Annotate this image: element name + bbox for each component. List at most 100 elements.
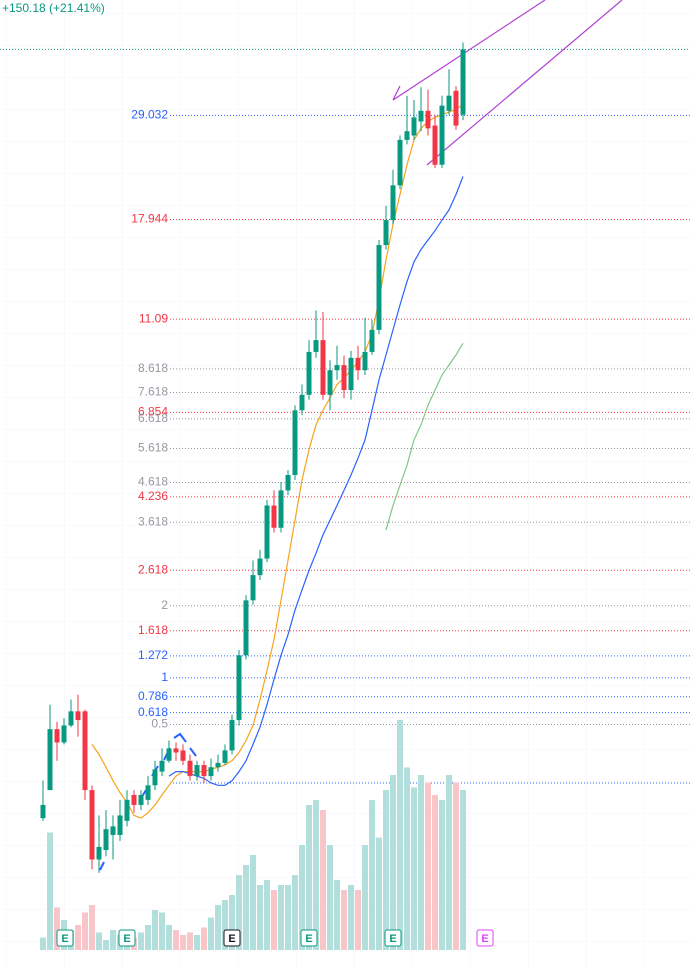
candle-body: [187, 760, 193, 777]
candle-body: [208, 767, 214, 777]
candle-body: [390, 185, 396, 221]
candle-body: [61, 725, 67, 743]
volume-bar: [362, 845, 368, 950]
candle-body: [446, 95, 452, 111]
candle-body: [369, 329, 375, 352]
candle-body: [292, 410, 298, 476]
event-box: [476, 929, 494, 947]
volume-bar: [40, 937, 46, 950]
volume-bar: [348, 885, 354, 950]
event-box: [223, 929, 241, 947]
event-label: E: [389, 933, 396, 945]
fib-label: 1.272: [138, 648, 168, 662]
candle-body: [306, 351, 312, 395]
fib-label: 11.09: [139, 311, 168, 325]
candle-layer: [40, 42, 466, 873]
candle-body: [75, 711, 81, 721]
candle-body: [40, 804, 46, 819]
volume-bar: [215, 905, 221, 950]
candle-body: [47, 729, 53, 791]
volume-bar: [222, 900, 228, 950]
ma-layer: [91, 103, 464, 819]
volume-bar: [453, 782, 459, 950]
volume-bar: [138, 932, 144, 950]
volume-bar: [418, 775, 424, 950]
fib-label: 1.618: [138, 623, 168, 637]
candle-body: [341, 365, 347, 391]
candle-body: [222, 750, 228, 763]
candle-body: [68, 711, 74, 726]
candle-body: [334, 365, 340, 371]
volume-bar: [327, 845, 333, 950]
volume-bar: [369, 800, 375, 950]
fib-label: 2: [161, 598, 168, 612]
fib-label: 4.236: [138, 489, 168, 503]
candle-body: [383, 220, 389, 246]
candle-body: [145, 785, 151, 800]
fib-label: 4.618: [138, 475, 168, 489]
volume-bar: [250, 855, 256, 950]
event-box: [118, 929, 136, 947]
candle-body: [453, 90, 459, 126]
volume-bar: [285, 885, 291, 950]
candle-body: [138, 794, 144, 805]
event-label: E: [305, 933, 312, 945]
candle-body: [362, 351, 368, 371]
fib-label: 2.618: [138, 562, 168, 576]
candle-body: [180, 750, 186, 761]
volume-bar: [446, 775, 452, 950]
volume-bar: [243, 865, 249, 950]
volume-bar: [75, 925, 81, 950]
candle-body: [348, 357, 354, 391]
candle-body: [89, 790, 95, 860]
volume-bar: [201, 927, 207, 950]
candle-body: [250, 575, 256, 601]
candle-body: [159, 760, 165, 772]
candle-body: [285, 475, 291, 491]
candle-body: [243, 600, 249, 656]
candle-body: [82, 711, 88, 791]
candle-body: [54, 729, 60, 743]
event-label: E: [228, 933, 235, 945]
candle-body: [110, 826, 116, 835]
fib-label: 17.944: [131, 212, 168, 226]
candle-body: [229, 720, 235, 751]
volume-bar: [54, 907, 60, 950]
volume-bar: [145, 925, 151, 950]
price-change: +150.18 (+21.41%): [2, 1, 105, 15]
candle-body: [194, 765, 200, 777]
volume-bar: [166, 925, 172, 950]
volume-bar: [278, 885, 284, 950]
volume-bar: [159, 912, 165, 950]
candle-body: [278, 490, 284, 528]
volume-bar: [271, 890, 277, 950]
candle-body: [96, 846, 102, 860]
candle-body: [257, 558, 263, 576]
candle-body: [355, 357, 361, 371]
volume-bar: [152, 910, 158, 950]
channel-line: [392, 0, 546, 101]
volume-bar: [432, 795, 438, 950]
volume-bar: [376, 837, 382, 950]
candle-body: [397, 139, 403, 186]
fib-label: 1: [161, 670, 168, 684]
volume-bar: [299, 845, 305, 950]
volume-bar: [103, 940, 109, 950]
event-label: E: [481, 933, 488, 945]
volume-bar: [460, 790, 466, 950]
channel-line: [392, 85, 401, 101]
candle-body: [117, 815, 123, 835]
ma-line: [91, 103, 464, 819]
candle-body: [320, 340, 326, 395]
volume-bar: [110, 930, 116, 950]
volume-bar: [313, 800, 319, 950]
candle-body: [215, 762, 221, 768]
volume-bar: [89, 905, 95, 950]
volume-bar: [411, 787, 417, 950]
candle-body: [299, 394, 305, 411]
candle-body: [124, 799, 130, 821]
